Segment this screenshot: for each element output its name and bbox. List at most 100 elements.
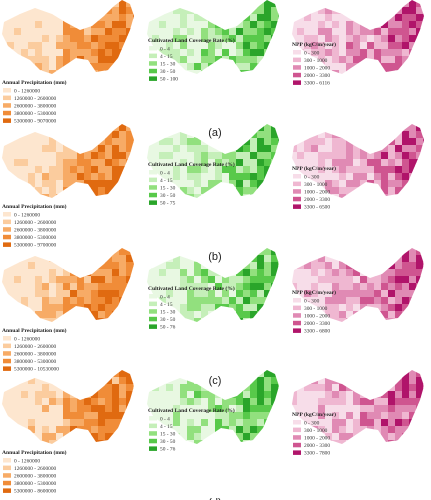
map-cell — [250, 14, 258, 22]
map-cell — [236, 384, 244, 392]
map-cell — [264, 426, 272, 434]
map-cell — [332, 419, 340, 427]
map-cell — [133, 447, 140, 454]
map-cell — [35, 297, 43, 305]
map-cell — [98, 42, 106, 50]
map-cell — [423, 262, 424, 270]
map-cell — [278, 262, 279, 270]
map-cell — [28, 398, 36, 406]
map-cell — [257, 412, 265, 420]
map-cell — [91, 412, 99, 420]
map-cell — [264, 7, 272, 15]
map-cell — [2, 398, 8, 406]
map-cell — [112, 70, 120, 74]
map-cell — [360, 145, 368, 153]
map-cell — [332, 398, 340, 406]
map-cell — [360, 377, 368, 385]
legend-title: Annual Precipitation (mm) — [2, 79, 67, 86]
map-cell — [388, 70, 396, 74]
map-cell — [84, 166, 92, 174]
map-cell — [91, 447, 98, 454]
map-cell — [28, 56, 36, 64]
map-cell — [395, 159, 403, 167]
map-cell — [112, 433, 120, 441]
map-cell — [98, 35, 106, 43]
map-cell — [243, 49, 251, 57]
map-cell — [152, 262, 160, 270]
map-cell — [332, 201, 339, 208]
map-cell — [222, 255, 230, 263]
map-cell — [194, 35, 202, 43]
map-cell — [250, 269, 258, 277]
map-cell — [297, 159, 305, 167]
map-cell — [56, 391, 64, 399]
map-cell — [70, 70, 78, 74]
map-cell — [187, 35, 195, 43]
map-cell — [126, 35, 134, 43]
map-cell — [388, 426, 396, 434]
legend-item: 1260000 - 2600000 — [14, 220, 57, 226]
map-cell — [77, 63, 85, 71]
map-cell — [416, 159, 424, 167]
map-cell — [2, 384, 8, 392]
map-cell — [243, 56, 251, 64]
legend-item: 30 - 50 — [160, 317, 176, 323]
map-cell — [402, 77, 409, 84]
map-cell — [70, 405, 78, 413]
map-cell — [98, 7, 106, 15]
map-cell — [339, 318, 347, 322]
map-cell — [194, 283, 202, 291]
map-cell — [119, 0, 127, 8]
map-cell — [133, 440, 134, 444]
map-cell — [325, 49, 333, 57]
map-cell — [180, 63, 188, 71]
map-cell — [222, 311, 230, 319]
map-cell — [381, 377, 389, 385]
map-cell — [119, 262, 127, 270]
map-cell — [152, 14, 160, 22]
map-cell — [388, 377, 396, 385]
map-cell — [173, 255, 181, 263]
map-cell — [84, 7, 92, 15]
map-cell — [35, 440, 43, 444]
map-cell — [353, 152, 361, 160]
map-cell — [208, 447, 215, 454]
map-cell — [325, 419, 333, 427]
map-cell — [264, 131, 272, 139]
map-cell — [201, 283, 209, 291]
map-cell — [84, 447, 91, 454]
map-cell — [409, 166, 417, 174]
map-cell — [304, 297, 312, 305]
map-cell — [388, 440, 396, 444]
map-cell — [311, 42, 319, 50]
legend-swatch — [3, 465, 11, 471]
map-cell — [318, 391, 326, 399]
map-cell — [147, 269, 153, 277]
map-cell — [14, 391, 22, 399]
map-cell — [77, 433, 85, 441]
map-cell — [264, 21, 272, 29]
map-cell — [7, 173, 15, 181]
map-cell — [409, 201, 416, 208]
map-cell — [7, 398, 15, 406]
map-cell — [271, 255, 279, 263]
map-cell — [292, 255, 298, 263]
map-cell — [250, 187, 258, 195]
map-cell — [98, 21, 106, 29]
map-cell — [360, 56, 368, 64]
map-cell — [250, 283, 258, 291]
map-cell — [271, 138, 279, 146]
map-cell — [119, 276, 127, 284]
map-cell — [2, 311, 8, 319]
map-cell — [325, 35, 333, 43]
legend-item: 0 - 1260000 — [14, 458, 40, 464]
map-cell — [63, 159, 71, 167]
map-cell — [304, 283, 312, 291]
map-cell — [360, 283, 368, 291]
legend-title: Cultivated Land Coverage Rate (%) — [148, 161, 235, 168]
map-cell — [332, 440, 340, 444]
map-cell — [346, 70, 354, 74]
map-cell — [423, 7, 424, 15]
map-cell — [346, 42, 354, 50]
map-cell — [409, 138, 417, 146]
